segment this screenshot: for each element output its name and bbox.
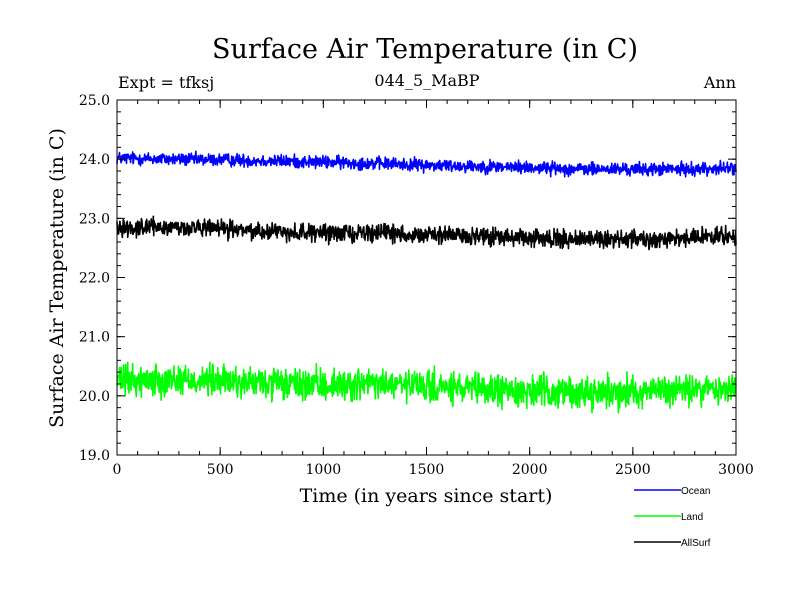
plot-frame	[116, 99, 737, 456]
x-tick-label: 3000	[718, 462, 754, 478]
chart-title: Surface Air Temperature (in C)	[212, 34, 638, 65]
x-tick-label: 2500	[615, 462, 651, 478]
y-axis-label: Surface Air Temperature (in C)	[46, 128, 68, 428]
series-line-land	[116, 361, 737, 414]
x-tick-label: 0	[113, 462, 122, 478]
axis-layer: 19.0 20.0 21.0 22.0 23.0 24.0 25.0 0 500 1000 1500…	[79, 93, 754, 478]
y-tick-label: 23.0	[79, 211, 110, 227]
legend-label-ocean: Ocean	[681, 486, 710, 497]
y-tick-label: 21.0	[79, 330, 110, 346]
chart-subtitle: 044_5_MaBP	[374, 71, 479, 90]
x-tick-label: 1000	[306, 462, 342, 478]
x-tick-label: 2000	[512, 462, 548, 478]
y-tick-label: 25.0	[79, 93, 110, 109]
y-tick-label: 22.0	[79, 271, 110, 287]
x-tick-label: 500	[207, 462, 234, 478]
series-line-ocean	[116, 150, 737, 178]
legend-label-land: Land	[681, 512, 703, 523]
series-layer	[116, 150, 737, 414]
x-axis-label: Time (in years since start)	[300, 485, 553, 507]
legend-label-allsurf: AllSurf	[681, 538, 711, 549]
y-tick-label: 24.0	[79, 152, 110, 168]
y-tick-label: 20.0	[79, 389, 110, 405]
series-line-allsurf	[116, 215, 737, 251]
y-tick-label: 19.0	[79, 448, 110, 464]
experiment-label: Expt = tfksj	[118, 73, 214, 92]
legend: Ocean Land AllSurf	[634, 486, 711, 549]
x-tick-label: 1500	[409, 462, 445, 478]
season-label: Ann	[703, 73, 736, 92]
